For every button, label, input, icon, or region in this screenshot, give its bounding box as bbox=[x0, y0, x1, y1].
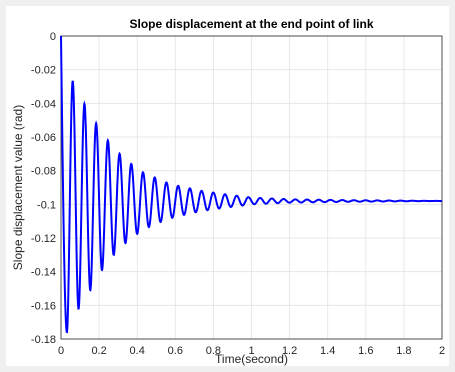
y-tick-label: -0.02 bbox=[31, 65, 56, 77]
y-axis-label: Slope displacement value (rad) bbox=[11, 105, 25, 270]
x-tick-label: 0.6 bbox=[168, 345, 183, 357]
y-tick-label: -0.12 bbox=[31, 233, 56, 245]
x-tick-label: 0.4 bbox=[130, 345, 145, 357]
x-tick-label: 1.6 bbox=[358, 345, 373, 357]
y-tick-label: 0 bbox=[50, 31, 56, 43]
x-tick-label: 1 bbox=[248, 345, 254, 357]
chart-title: Slope displacement at the end point of l… bbox=[129, 17, 373, 31]
y-tick-label: -0.06 bbox=[31, 132, 56, 144]
x-tick-label: 0 bbox=[58, 345, 64, 357]
y-tick-label: -0.14 bbox=[31, 267, 56, 279]
y-tick-label: -0.16 bbox=[31, 300, 56, 312]
x-tick-label: 2 bbox=[439, 345, 445, 357]
x-axis-label: Time(second) bbox=[215, 352, 288, 366]
x-tick-label: 1.8 bbox=[396, 345, 411, 357]
chart-container: Slope displacement at the end point of l… bbox=[6, 6, 449, 366]
x-tick-label: 1.4 bbox=[320, 345, 335, 357]
y-tick-label: -0.18 bbox=[31, 334, 56, 346]
series-line bbox=[60, 35, 442, 334]
x-tick-label: 0.8 bbox=[206, 345, 221, 357]
y-tick-label: -0.04 bbox=[31, 98, 56, 110]
x-tick-label: 1.2 bbox=[282, 345, 297, 357]
y-tick-label: -0.08 bbox=[31, 166, 56, 178]
y-axis-ticks: 0 -0.02 -0.04 -0.06 -0.08 -0.1 -0.12 -0.14 -0.16… bbox=[31, 31, 56, 346]
x-axis-ticks: 0 0.2 0.4 0.6 0.8 1 1.2 1.4 1.6 1.8 2 bbox=[58, 345, 445, 357]
y-tick-label: -0.1 bbox=[37, 199, 56, 211]
line-chart: Slope displacement at the end point of l… bbox=[11, 17, 445, 366]
x-tick-label: 0.2 bbox=[91, 345, 106, 357]
plot-frame bbox=[60, 35, 443, 340]
